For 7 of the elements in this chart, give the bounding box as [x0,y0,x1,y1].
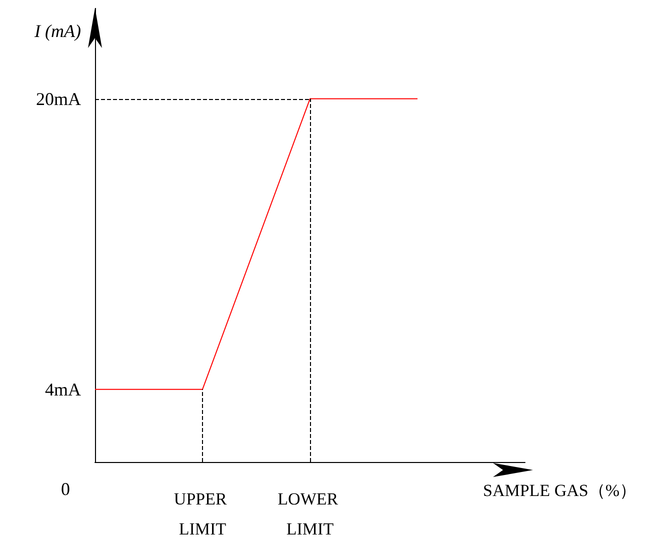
text: 0 [61,479,70,499]
y-tick-label: 20mA [36,88,81,109]
y-axis-title: I (mA) [34,21,81,41]
x-tick-label: LOWER LIMIT [278,490,342,538]
y-tick-label: 4mA [45,379,81,400]
x-tick-label: UPPER LIMIT [174,490,232,538]
x-axis-title: SAMPLE GAS（%） [483,481,636,500]
